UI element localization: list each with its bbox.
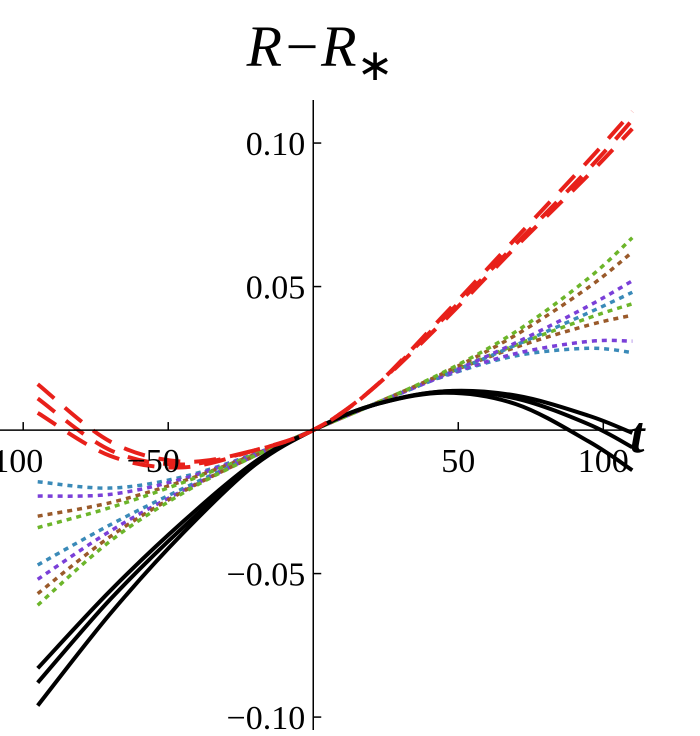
title-main: R−R <box>246 14 357 79</box>
x-tick-label: 50 <box>441 443 475 480</box>
y-tick-label: −0.05 <box>227 557 306 594</box>
y-tick-label: 0.05 <box>246 270 306 307</box>
x-tick-label: −50 <box>127 443 180 480</box>
series-line <box>36 118 634 467</box>
series-line <box>36 127 634 470</box>
series-line <box>36 110 634 464</box>
series-line <box>36 236 634 607</box>
series-line <box>36 388 634 670</box>
y-tick-label: 0.10 <box>246 126 306 163</box>
y-tick-label: −0.10 <box>227 700 306 736</box>
x-axis-label: t <box>630 407 646 464</box>
series-line <box>36 390 634 707</box>
series-line <box>36 290 634 567</box>
series-line <box>36 250 634 596</box>
chart-title: R−R∗ <box>246 14 394 90</box>
title-subscript: ∗ <box>357 41 394 90</box>
series-line <box>36 389 634 684</box>
x-tick-label: −100 <box>0 443 43 480</box>
x-tick-label: 100 <box>578 443 629 480</box>
